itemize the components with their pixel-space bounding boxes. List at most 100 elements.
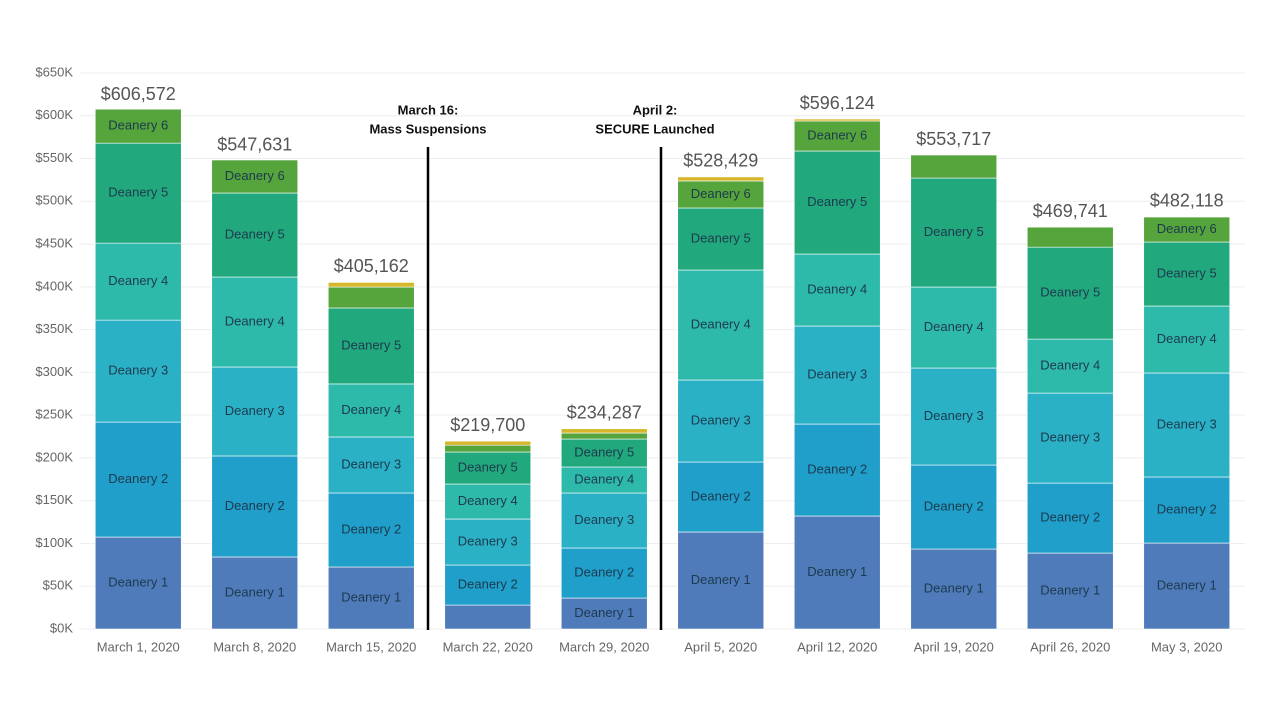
bar-segment xyxy=(910,177,998,288)
bar-segment xyxy=(211,556,299,630)
bar-segment xyxy=(211,455,299,558)
segment-label: Deanery 3 xyxy=(1040,430,1100,445)
annotation-text: March 16: xyxy=(398,102,459,117)
total-label: $219,700 xyxy=(450,415,525,435)
bar-segment xyxy=(1143,216,1231,243)
bar-segment xyxy=(1143,372,1231,478)
bar-segment xyxy=(444,564,532,606)
segment-label: Deanery 1 xyxy=(1040,582,1100,597)
segment-label: Deanery 5 xyxy=(225,226,285,241)
y-tick-label: $400K xyxy=(35,278,73,293)
y-tick-label: $550K xyxy=(35,150,73,165)
segment-label: Deanery 5 xyxy=(458,459,518,474)
bar-segment xyxy=(94,421,182,538)
bar-segment xyxy=(327,307,415,385)
segment-label: Deanery 3 xyxy=(574,512,634,527)
segment-label: Deanery 2 xyxy=(1040,509,1100,524)
total-label: $528,429 xyxy=(683,151,758,171)
bar-segment xyxy=(910,286,998,369)
annotation-text: Mass Suspensions xyxy=(369,121,486,136)
bar-segment xyxy=(1026,338,1114,394)
bar-segment xyxy=(677,176,765,182)
segment-label: Deanery 6 xyxy=(807,127,867,142)
segment-label: Deanery 4 xyxy=(341,402,401,417)
segment-label: Deanery 5 xyxy=(924,224,984,239)
bar-segment xyxy=(560,466,648,494)
segment-label: Deanery 2 xyxy=(108,471,168,486)
bar-segment xyxy=(211,276,299,368)
bar-segment xyxy=(560,432,648,440)
bar-segment xyxy=(1026,482,1114,554)
x-tick-label: March 29, 2020 xyxy=(559,639,649,654)
bar-segment xyxy=(94,142,182,244)
bar-segment xyxy=(327,492,415,568)
total-label: $547,631 xyxy=(217,134,292,154)
segment-label: Deanery 1 xyxy=(225,584,285,599)
bar-segment xyxy=(910,367,998,466)
y-tick-label: $150K xyxy=(35,492,73,507)
y-tick-label: $500K xyxy=(35,193,73,208)
bar-segment xyxy=(1026,226,1114,248)
total-label: $405,162 xyxy=(334,256,409,276)
bar-segment xyxy=(211,366,299,457)
bar-segment xyxy=(444,444,532,453)
bar-segment xyxy=(444,518,532,566)
bar-segment xyxy=(793,423,881,517)
x-tick-label: March 22, 2020 xyxy=(443,639,533,654)
segment-label: Deanery 5 xyxy=(691,230,751,245)
segment-label: Deanery 4 xyxy=(1157,331,1217,346)
segment-label: Deanery 4 xyxy=(574,471,634,486)
segment-label: Deanery 5 xyxy=(807,194,867,209)
y-tick-label: $50K xyxy=(43,578,74,593)
segment-label: Deanery 4 xyxy=(924,319,984,334)
bar-segment xyxy=(910,464,998,550)
x-tick-label: March 1, 2020 xyxy=(97,639,180,654)
bar-segment xyxy=(560,428,648,434)
segment-label: Deanery 5 xyxy=(341,337,401,352)
bar-segment xyxy=(94,319,182,423)
bar-segment xyxy=(1143,241,1231,307)
y-tick-label: $250K xyxy=(35,407,73,422)
segment-label: Deanery 1 xyxy=(574,605,634,620)
bar-segment xyxy=(793,120,881,152)
segment-label: Deanery 5 xyxy=(108,185,168,200)
segment-label: Deanery 1 xyxy=(341,589,401,604)
bar-segment xyxy=(1143,476,1231,544)
segment-label: Deanery 1 xyxy=(924,580,984,595)
bar-segment xyxy=(94,242,182,321)
segment-label: Deanery 3 xyxy=(225,403,285,418)
segment-label: Deanery 4 xyxy=(108,273,168,288)
bar-segment xyxy=(910,154,998,179)
y-tick-label: $350K xyxy=(35,321,73,336)
segment-label: Deanery 2 xyxy=(924,498,984,513)
bar-segment xyxy=(793,515,881,630)
segment-label: Deanery 6 xyxy=(108,118,168,133)
bar-segment xyxy=(1026,392,1114,484)
total-label: $606,572 xyxy=(101,84,176,104)
total-label: $482,118 xyxy=(1150,190,1224,210)
segment-label: Deanery 2 xyxy=(691,488,751,503)
bar-segment xyxy=(327,282,415,288)
total-label: $553,717 xyxy=(916,129,991,149)
y-tick-label: $650K xyxy=(35,64,73,79)
segment-label: Deanery 3 xyxy=(341,456,401,471)
segment-label: Deanery 2 xyxy=(458,576,518,591)
x-tick-label: April 26, 2020 xyxy=(1030,639,1110,654)
bar-segment xyxy=(94,108,182,144)
x-tick-label: March 15, 2020 xyxy=(326,639,416,654)
x-tick-label: April 5, 2020 xyxy=(684,639,757,654)
segment-label: Deanery 4 xyxy=(1040,358,1100,373)
segment-label: Deanery 4 xyxy=(807,281,867,296)
x-tick-label: April 12, 2020 xyxy=(797,639,877,654)
bar-segment xyxy=(677,461,765,533)
bar-segment xyxy=(1026,246,1114,340)
segment-label: Deanery 2 xyxy=(1157,501,1217,516)
bar-segment xyxy=(910,548,998,630)
annotation-text: April 2: xyxy=(633,102,678,117)
segment-label: Deanery 3 xyxy=(458,533,518,548)
segment-label: Deanery 3 xyxy=(691,412,751,427)
segment-label: Deanery 3 xyxy=(108,363,168,378)
segment-label: Deanery 4 xyxy=(225,313,285,328)
segment-label: Deanery 3 xyxy=(807,366,867,381)
